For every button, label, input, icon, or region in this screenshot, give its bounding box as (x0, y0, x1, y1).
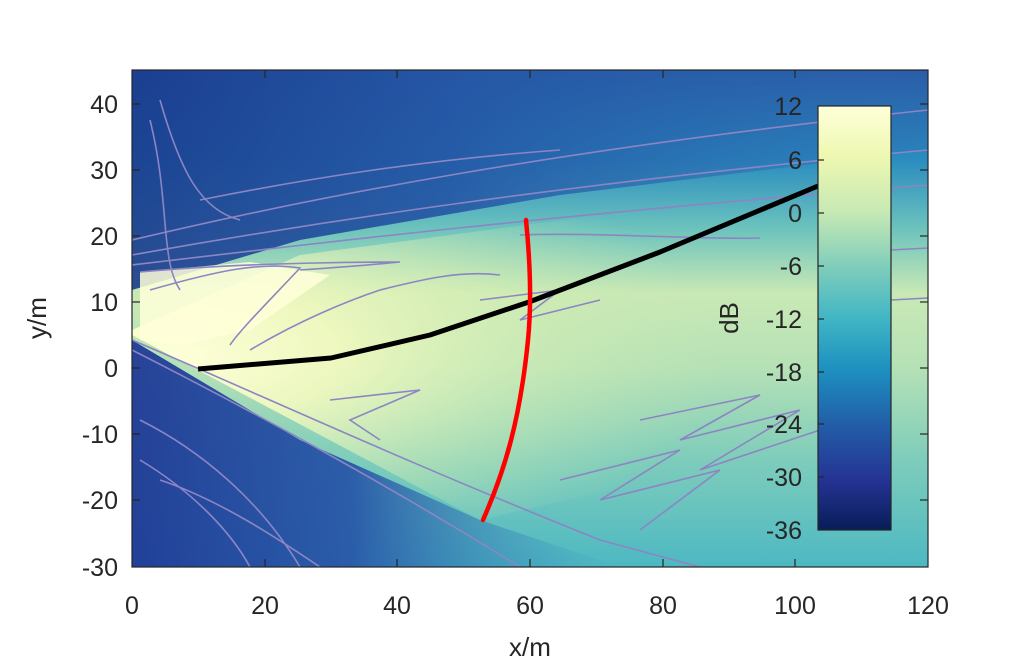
y-tick-label: -10 (82, 421, 118, 449)
x-axis-label: x/m (509, 632, 551, 662)
colorbar-tick-label: -12 (766, 306, 802, 334)
colorbar-tick-label: -6 (780, 253, 802, 281)
red-arc-line (480, 217, 533, 523)
x-tick-labels: 0 20 40 60 80 100 120 (125, 592, 949, 620)
upper-low-region (132, 70, 928, 290)
plot-area (132, 70, 928, 567)
colorbar-tick-label: 12 (774, 93, 802, 121)
y-tick-marks (132, 103, 928, 501)
black-path-line (197, 183, 819, 372)
x-tick-label: 100 (774, 592, 816, 620)
colorbar-tick-label: -18 (766, 359, 802, 387)
contour-lines (132, 99, 928, 567)
x-tick-marks (264, 70, 796, 567)
y-axis-label: y/m (22, 297, 52, 339)
colorbar-tick-label: -30 (766, 464, 802, 492)
y-tick-label: 20 (90, 223, 118, 251)
y-tick-label: 30 (90, 157, 118, 185)
x-tick-label: 0 (125, 592, 139, 620)
x-tick-label: 120 (907, 592, 949, 620)
x-tick-label: 60 (516, 592, 544, 620)
colorbar-tick-label: 6 (788, 147, 802, 175)
x-tick-label: 20 (251, 592, 279, 620)
y-tick-label: -20 (82, 487, 118, 515)
y-tick-label: -30 (82, 554, 118, 582)
colorbar-tick-labels: 12 6 0 -6 -12 -18 -24 -30 -36 (766, 93, 802, 545)
x-tick-label: 80 (649, 592, 677, 620)
y-tick-label: 10 (90, 289, 118, 317)
y-tick-labels: 40 30 20 10 0 -10 -20 -30 (82, 91, 118, 582)
colorbar-tick-label: 0 (788, 200, 802, 228)
y-tick-label: 40 (90, 91, 118, 119)
colorbar-tick-label: -24 (766, 411, 802, 439)
hotspot (140, 262, 330, 345)
colorbar-label: dB (714, 302, 744, 334)
colorbar-gradient (817, 105, 892, 531)
colorbar: 12 6 0 -6 -12 -18 -24 -30 -36 dB (714, 93, 892, 545)
x-tick-label: 40 (383, 592, 411, 620)
colorbar-tick-label: -36 (766, 517, 802, 545)
y-tick-label: 0 (104, 355, 118, 383)
lower-low-region (132, 340, 620, 567)
beam-region (132, 195, 928, 520)
colorbar-ticks (818, 159, 824, 478)
